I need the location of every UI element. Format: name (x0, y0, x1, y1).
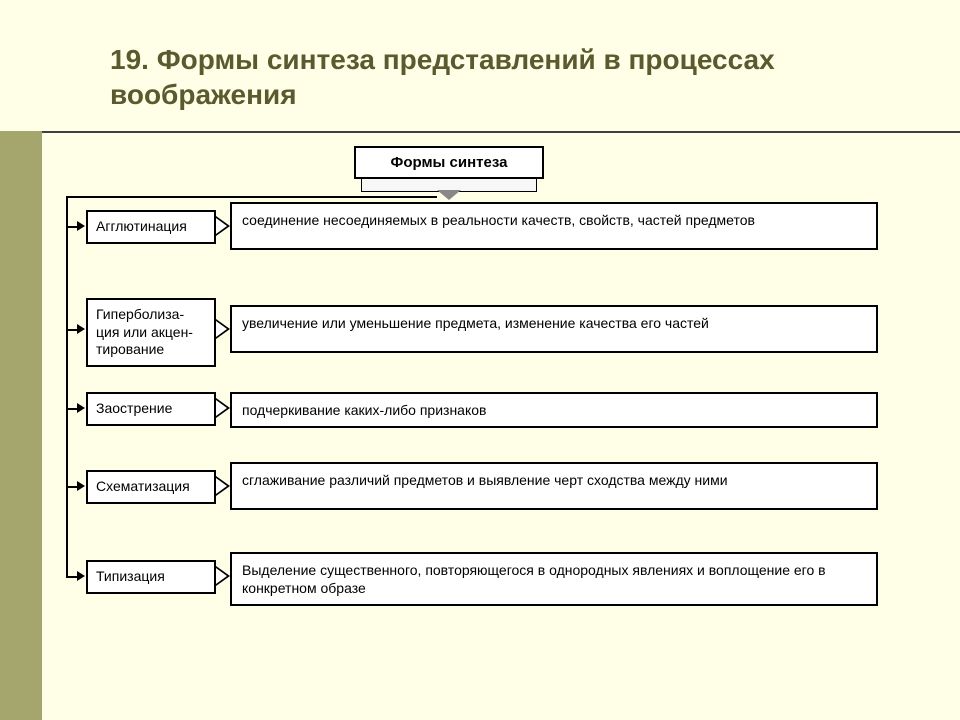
term-label: Гиперболиза-ция или акцен-тирование (96, 306, 193, 357)
term-box: Гиперболиза-ция или акцен-тирование (86, 298, 216, 367)
term-box: Агглютинация (86, 210, 216, 244)
desc-text: подчеркивание каких-либо признаков (242, 402, 486, 418)
term-box: Типизация (86, 560, 216, 594)
term-label: Типизация (96, 568, 165, 584)
desc-box: Выделение существенного, повторяющегося … (230, 552, 878, 606)
side-accent (0, 131, 42, 720)
term-label: Заострение (96, 400, 172, 416)
arrowhead-icon (77, 403, 85, 413)
slide-title: 19. Формы синтеза представлений в процес… (110, 42, 900, 112)
connector-root-h (66, 196, 437, 198)
term-pointer-icon (216, 216, 230, 236)
term-pointer-icon (216, 476, 230, 496)
term-pointer-icon (216, 566, 230, 586)
desc-box: подчеркивание каких-либо признаков (230, 392, 878, 428)
root-down-arrow (437, 190, 461, 200)
arrowhead-icon (77, 571, 85, 581)
desc-text: Выделение существенного, повторяющегося … (242, 562, 826, 596)
desc-box: сглаживание различий предметов и выявлен… (230, 462, 878, 510)
term-pointer-icon (216, 398, 230, 418)
arrowhead-icon (77, 481, 85, 491)
desc-box: соединение несоединяемых в реальности ка… (230, 202, 878, 250)
desc-box: увеличение или уменьшение предмета, изме… (230, 305, 878, 353)
desc-text: соединение несоединяемых в реальности ка… (242, 212, 755, 228)
term-box: Схематизация (86, 470, 216, 504)
desc-text: увеличение или уменьшение предмета, изме… (242, 315, 709, 331)
title-rule (42, 131, 960, 133)
arrowhead-icon (77, 324, 85, 334)
slide: 19. Формы синтеза представлений в процес… (0, 0, 960, 720)
term-label: Агглютинация (96, 218, 187, 234)
term-label: Схематизация (96, 478, 190, 494)
desc-text: сглаживание различий предметов и выявлен… (242, 472, 728, 488)
arrowhead-icon (77, 221, 85, 231)
term-pointer-icon (216, 319, 230, 339)
root-label: Формы синтеза (391, 154, 508, 171)
root-box: Формы синтеза (354, 146, 544, 179)
connector-trunk (66, 196, 68, 576)
term-box: Заострение (86, 392, 216, 426)
